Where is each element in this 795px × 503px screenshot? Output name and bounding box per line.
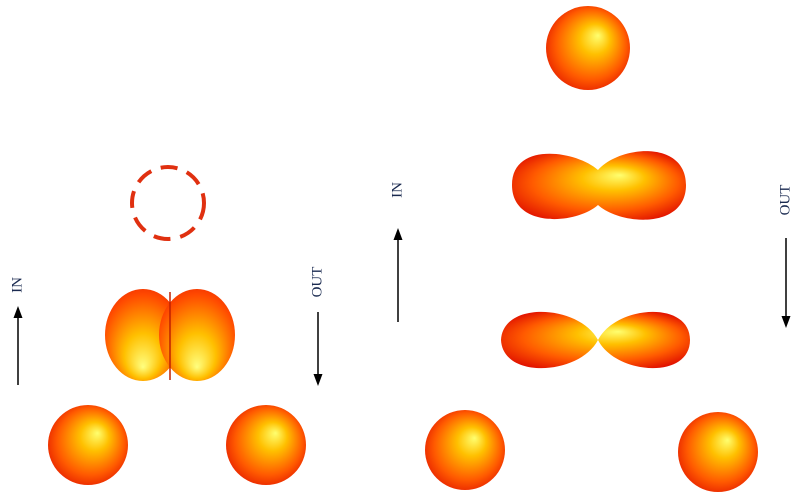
lobe [105,289,181,381]
out-label: OUT [309,267,325,298]
in-label: IN [9,277,25,293]
peanut-shape [512,151,686,220]
sphere [678,412,758,492]
dashed-circle [130,165,206,241]
right-panel: IN OUT [389,6,793,492]
sphere [546,6,630,90]
pinched-shape [501,311,690,369]
sphere [425,410,505,490]
lobe [159,289,235,381]
left-panel: IN OUT [9,165,325,485]
in-label: IN [389,182,405,198]
out-label: OUT [777,185,793,216]
sphere [48,405,128,485]
sphere [226,405,306,485]
